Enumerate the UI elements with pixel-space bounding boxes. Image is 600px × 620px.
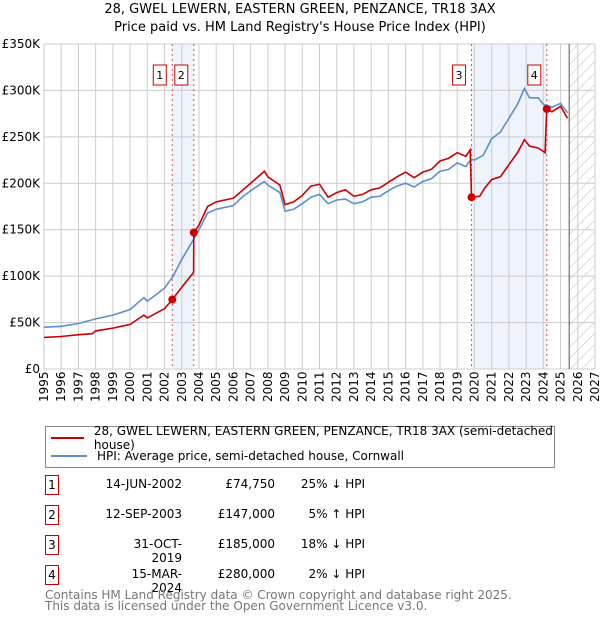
sale-marker-label: 4 (531, 69, 538, 82)
sale-marker-label: 1 (156, 69, 163, 82)
legend-label: HPI: Average price, semi-detached house,… (97, 449, 405, 463)
sale-point (542, 105, 551, 113)
x-tick-label: 2019 (450, 371, 464, 402)
y-tick-label: £350K (2, 37, 42, 51)
x-tick-label: 2020 (467, 371, 481, 402)
sale-date: 31-OCT-2019 (133, 537, 182, 565)
footer-line-1: Contains HM Land Registry data © Crown c… (45, 588, 512, 602)
y-tick-label: £250K (2, 130, 42, 144)
y-tick-label: £150K (2, 223, 42, 237)
property-price-line (43, 105, 569, 339)
legend-swatch-blue (51, 455, 87, 457)
footer-line-2: This data is licensed under the Open Gov… (45, 599, 428, 613)
sale-marker-label: 3 (456, 69, 463, 82)
sale-price: £74,750 (225, 477, 275, 491)
sale-marker-label: 2 (178, 69, 185, 82)
y-tick-label: £100K (2, 269, 42, 283)
x-tick-label: 2002 (158, 371, 172, 402)
x-tick-label: 2010 (295, 371, 309, 402)
table-row: 1 14-JUN-2002 £74,750 25% ↓ HPI (45, 475, 545, 495)
x-tick-label: 2001 (140, 371, 154, 402)
x-tick-label: 2024 (536, 371, 550, 402)
chart-subtitle: Price paid vs. HM Land Registry's House … (114, 20, 486, 35)
sale-marker-box (452, 64, 467, 86)
legend-label: 28, GWEL LEWERN, EASTERN GREEN, PENZANCE… (93, 424, 553, 452)
x-tick-label: 2008 (261, 371, 275, 402)
x-tick-label: 2009 (278, 371, 292, 402)
sale-price: £147,000 (217, 507, 275, 521)
sale-marker-box (527, 64, 542, 86)
sale-marker-number: 4 (45, 565, 59, 585)
sale-hpi-diff: 25% ↓ HPI (300, 477, 365, 491)
y-tick-label: £0 (25, 362, 40, 376)
x-tick-label: 2004 (192, 371, 206, 402)
x-tick-label: 2023 (519, 371, 533, 402)
sale-marker-box (174, 64, 189, 86)
price-chart: 1995 1996 1997 1998 1999 2000 2001 2002 2003 2004… (2, 37, 600, 402)
y-tick-label: £200K (2, 176, 42, 190)
forecast-hatch (569, 44, 595, 369)
x-tick-label: 2017 (416, 371, 430, 402)
x-tick-label: 2022 (502, 371, 516, 402)
y-tick-label: £300K (2, 83, 42, 97)
sale-price: £280,000 (217, 567, 275, 581)
x-tick-label: 2018 (433, 371, 447, 402)
x-tick-label: 2006 (226, 371, 240, 402)
sale-marker-number: 1 (45, 475, 59, 495)
x-tick-label: 1995 (37, 371, 51, 402)
sale-marker-box (152, 64, 167, 86)
x-tick-label: 2007 (244, 371, 258, 402)
sale-date: 12-SEP-2003 (105, 507, 182, 521)
sale-period-shade (172, 44, 194, 369)
x-tick-label: 1999 (106, 371, 120, 402)
x-tick-label: 2000 (123, 371, 137, 402)
sale-date: 14-JUN-2002 (105, 477, 182, 491)
x-tick-label: 2003 (175, 371, 189, 402)
x-tick-label: 2027 (588, 371, 600, 402)
sale-point (168, 295, 177, 304)
table-row: 3 31-OCT-2019 £185,000 18% ↓ HPI (45, 535, 545, 565)
legend-item-property: 28, GWEL LEWERN, EASTERN GREEN, PENZANCE… (51, 424, 554, 452)
sale-point (467, 193, 476, 202)
x-tick-label: 2021 (485, 371, 499, 402)
sale-marker-number: 2 (45, 505, 59, 525)
x-tick-label: 2013 (347, 371, 361, 402)
legend-item-hpi: HPI: Average price, semi-detached house,… (51, 448, 404, 464)
sale-date: 15-MAR-2024 (131, 567, 182, 595)
x-tick-label: 2025 (554, 371, 568, 402)
legend: 28, GWEL LEWERN, EASTERN GREEN, PENZANCE… (45, 424, 555, 468)
sale-hpi-diff: 2% ↓ HPI (308, 567, 365, 581)
sale-price: £185,000 (217, 537, 275, 551)
sale-point (189, 228, 198, 237)
x-tick-label: 2015 (381, 371, 395, 402)
x-tick-label: 2014 (364, 371, 378, 402)
sale-marker-number: 3 (45, 535, 59, 555)
x-tick-label: 2016 (399, 371, 413, 402)
y-tick-label: £50K (9, 316, 41, 330)
legend-swatch-red (51, 437, 84, 439)
sale-hpi-diff: 5% ↑ HPI (308, 507, 365, 521)
table-row: 2 12-SEP-2003 £147,000 5% ↑ HPI (45, 505, 545, 525)
x-tick-label: 2005 (209, 371, 223, 402)
hpi-line (43, 86, 569, 329)
x-tick-label: 2011 (313, 371, 327, 402)
x-tick-label: 1997 (71, 371, 85, 402)
x-tick-label: 2012 (330, 371, 344, 402)
table-row: 4 15-MAR-2024 £280,000 2% ↓ HPI (45, 565, 545, 595)
sale-hpi-diff: 18% ↓ HPI (300, 537, 365, 551)
x-tick-label: 1996 (54, 371, 68, 402)
x-tick-label: 2026 (571, 371, 585, 402)
x-tick-label: 1998 (89, 371, 103, 402)
chart-title: 28, GWEL LEWERN, EASTERN GREEN, PENZANCE… (104, 2, 496, 17)
footer: Contains HM Land Registry data © Crown c… (45, 588, 512, 613)
